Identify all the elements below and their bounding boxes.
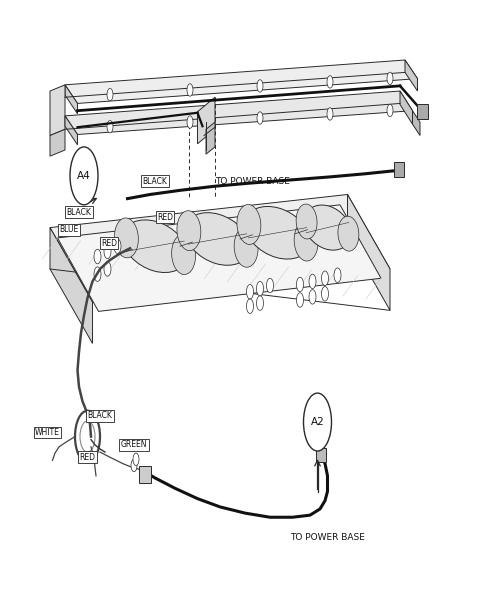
Text: GREEN: GREEN	[121, 440, 147, 449]
Circle shape	[133, 453, 139, 466]
Ellipse shape	[186, 212, 250, 265]
Ellipse shape	[304, 205, 351, 250]
Circle shape	[322, 271, 328, 286]
Circle shape	[296, 293, 304, 307]
Circle shape	[309, 290, 316, 304]
Polygon shape	[412, 110, 420, 136]
Text: RED: RED	[101, 239, 117, 248]
Circle shape	[107, 88, 113, 101]
Ellipse shape	[296, 204, 317, 239]
Circle shape	[266, 278, 274, 293]
Circle shape	[387, 72, 393, 85]
Ellipse shape	[246, 206, 310, 259]
FancyBboxPatch shape	[138, 466, 150, 483]
Text: A4: A4	[77, 171, 91, 181]
Polygon shape	[198, 97, 215, 144]
Text: TO POWER BASE: TO POWER BASE	[215, 176, 290, 185]
Circle shape	[327, 108, 333, 120]
Ellipse shape	[123, 220, 187, 272]
Text: RED: RED	[157, 213, 173, 222]
Ellipse shape	[294, 221, 318, 261]
Circle shape	[187, 84, 193, 96]
Polygon shape	[405, 60, 417, 91]
Polygon shape	[65, 85, 78, 114]
Polygon shape	[65, 116, 78, 145]
Polygon shape	[50, 194, 390, 302]
Text: BLACK: BLACK	[88, 412, 112, 421]
Circle shape	[104, 244, 111, 259]
Ellipse shape	[177, 211, 201, 251]
Circle shape	[387, 104, 393, 116]
Circle shape	[246, 284, 254, 299]
Circle shape	[114, 239, 121, 253]
Text: BLUE: BLUE	[60, 225, 78, 234]
Circle shape	[246, 299, 254, 313]
Polygon shape	[50, 130, 65, 156]
Ellipse shape	[172, 235, 196, 274]
Circle shape	[70, 147, 98, 205]
Polygon shape	[58, 205, 381, 311]
Circle shape	[94, 250, 101, 264]
Circle shape	[187, 116, 193, 128]
Circle shape	[131, 460, 137, 472]
Circle shape	[257, 112, 263, 124]
Ellipse shape	[234, 227, 258, 267]
Circle shape	[304, 393, 332, 451]
Polygon shape	[65, 60, 418, 103]
Ellipse shape	[338, 216, 359, 251]
Circle shape	[327, 76, 333, 88]
Text: A2: A2	[310, 417, 324, 427]
Polygon shape	[400, 91, 412, 124]
Circle shape	[257, 80, 263, 92]
Circle shape	[256, 296, 264, 310]
Ellipse shape	[237, 205, 261, 244]
Circle shape	[322, 287, 328, 301]
Polygon shape	[348, 194, 390, 310]
Polygon shape	[50, 85, 65, 136]
Polygon shape	[65, 91, 412, 134]
Circle shape	[94, 267, 101, 281]
Circle shape	[256, 281, 264, 296]
Circle shape	[104, 262, 111, 276]
FancyBboxPatch shape	[394, 163, 404, 177]
Circle shape	[107, 121, 113, 133]
Text: BLACK: BLACK	[66, 208, 92, 217]
Ellipse shape	[114, 218, 138, 258]
Text: WHITE: WHITE	[35, 428, 60, 437]
Text: RED: RED	[80, 453, 96, 462]
Text: TO POWER BASE: TO POWER BASE	[290, 533, 365, 542]
FancyBboxPatch shape	[417, 104, 428, 119]
Polygon shape	[206, 122, 215, 154]
Text: BLACK: BLACK	[142, 176, 168, 185]
Polygon shape	[50, 227, 92, 343]
Circle shape	[309, 274, 316, 289]
Circle shape	[334, 268, 341, 283]
FancyBboxPatch shape	[316, 448, 326, 463]
Circle shape	[296, 277, 304, 292]
